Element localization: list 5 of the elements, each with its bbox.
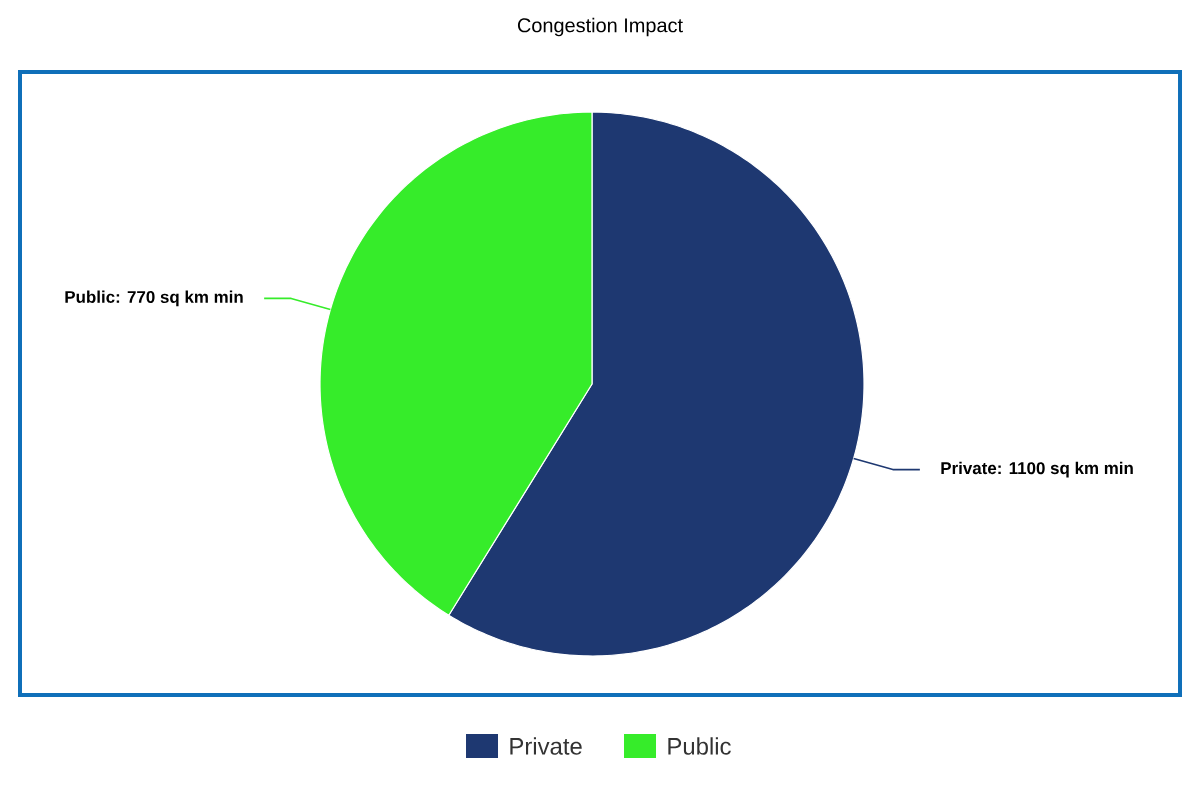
legend-label: Private — [510, 737, 582, 755]
data-label: Private: 1100 sq km min — [941, 461, 1133, 478]
legend-label: Public — [668, 737, 731, 755]
data-label: Public: 770 sq km min — [65, 290, 243, 307]
chart-title: Congestion Impact — [517, 17, 683, 37]
